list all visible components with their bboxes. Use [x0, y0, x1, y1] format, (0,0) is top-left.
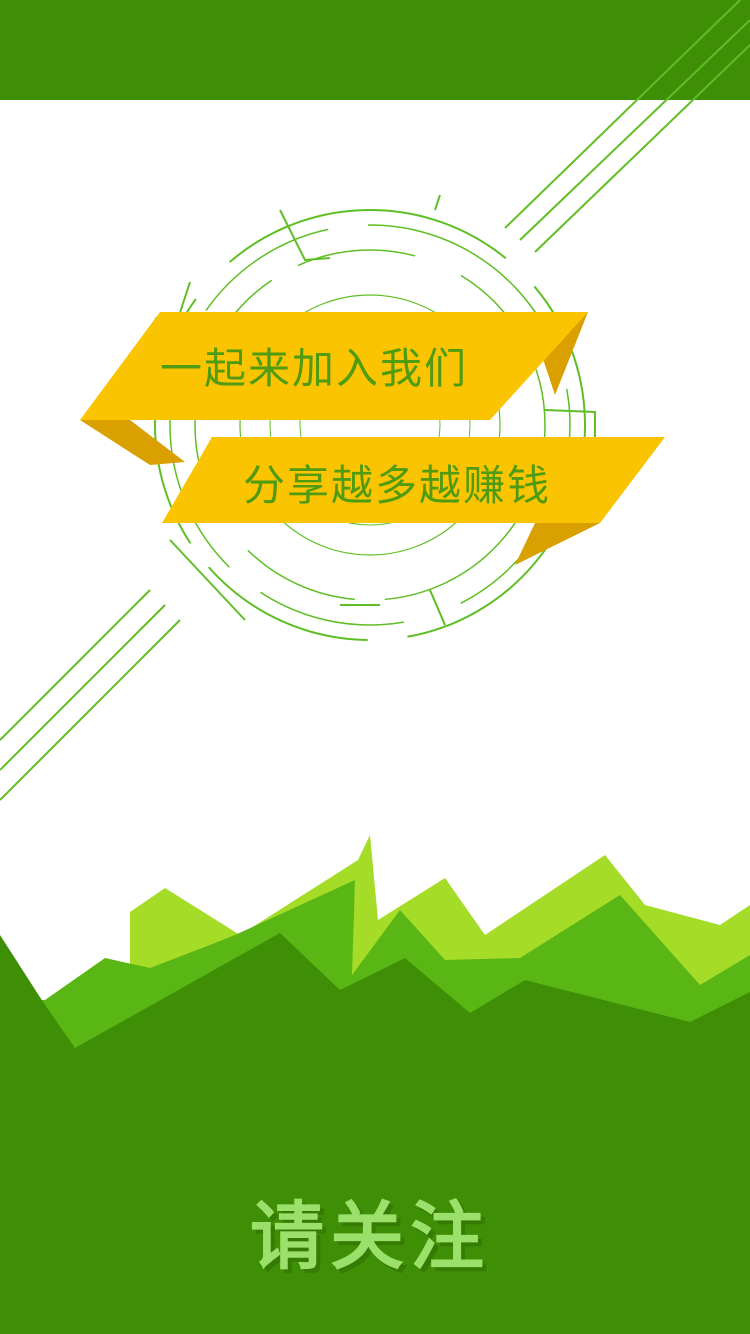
- diagonal-lines-top: [504, 0, 750, 253]
- follow-cta: 请关注 请关注: [250, 1194, 494, 1284]
- ribbon-banner-top: 一起来加入我们: [80, 312, 588, 465]
- follow-cta-shadow: 请关注: [254, 1198, 494, 1284]
- banner-line1: 一起来加入我们: [160, 344, 468, 393]
- top-bar: [0, 0, 750, 100]
- ribbon-banner-bottom: 分享越多越赚钱: [162, 437, 665, 565]
- follow-cta-label: 请关注: [250, 1194, 490, 1280]
- mountain-landscape: [0, 835, 750, 1334]
- banner-line2: 分享越多越赚钱: [243, 461, 551, 510]
- diagonal-lines-left: [0, 589, 181, 801]
